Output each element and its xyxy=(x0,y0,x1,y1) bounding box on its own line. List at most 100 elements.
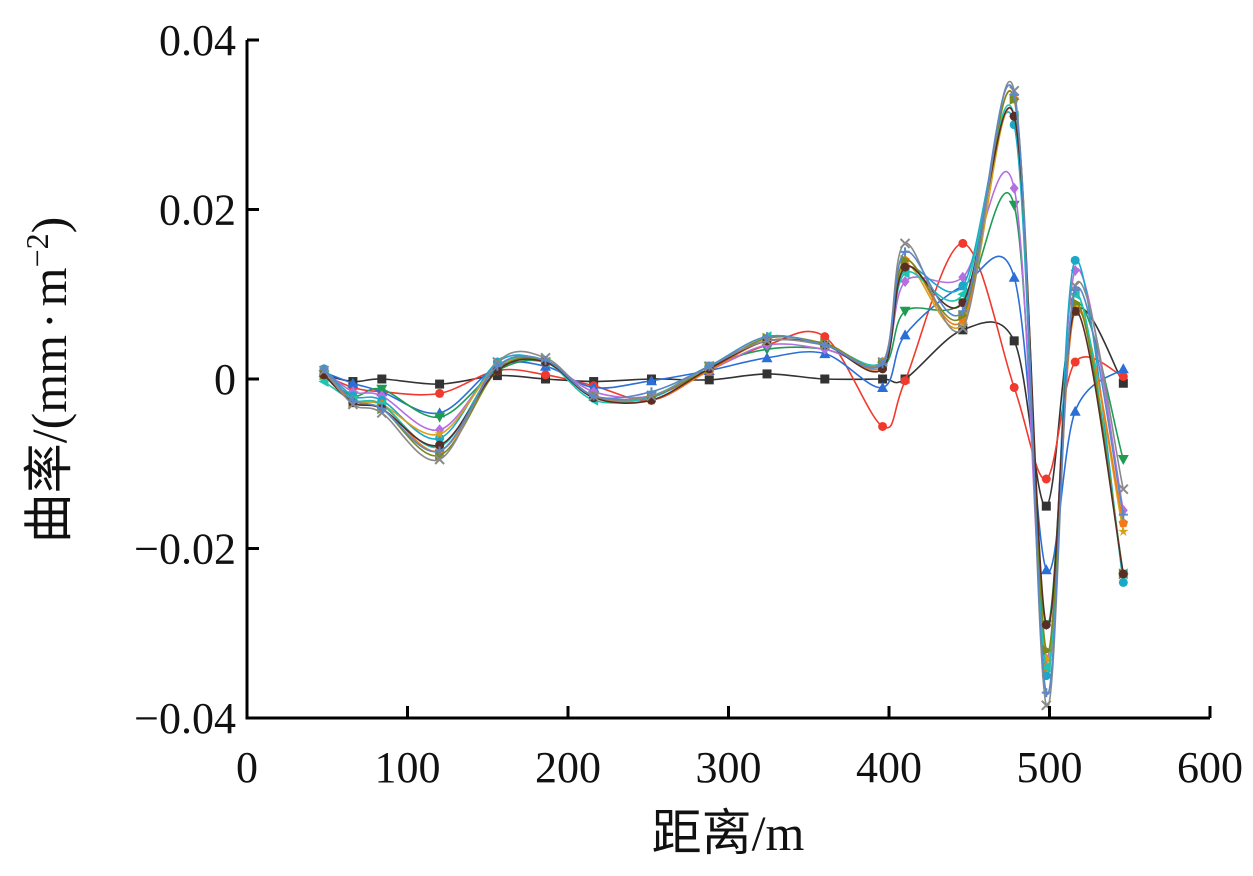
y-axis-title: 曲率/(mm · m−2) xyxy=(19,217,77,544)
data-point xyxy=(1070,357,1080,367)
series-9 xyxy=(318,104,1128,673)
data-point xyxy=(1009,382,1019,392)
data-point xyxy=(1041,474,1051,484)
series-10 xyxy=(319,90,1129,656)
data-point xyxy=(1040,661,1051,673)
series-line xyxy=(323,307,1125,507)
data-point xyxy=(958,325,968,335)
data-point xyxy=(1118,569,1128,579)
data-point xyxy=(376,384,388,395)
y-tick-label: −0.04 xyxy=(134,694,236,743)
data-point xyxy=(1070,285,1080,295)
y-axis-title-main: 曲率/(mm xyxy=(21,335,77,543)
x-tick-label: 400 xyxy=(856,743,922,792)
data-point xyxy=(319,364,329,374)
data-point xyxy=(1118,510,1128,520)
data-point xyxy=(1118,378,1128,388)
data-point xyxy=(1117,363,1129,374)
data-point xyxy=(1009,90,1019,100)
x-tick-label: 0 xyxy=(236,743,258,792)
data-point xyxy=(1118,371,1128,381)
y-axis-title-close: ) xyxy=(21,217,77,234)
series-11 xyxy=(319,106,1128,630)
data-point xyxy=(1070,306,1080,316)
data-point xyxy=(900,376,910,386)
data-point xyxy=(646,375,657,386)
data-point xyxy=(1040,564,1052,575)
data-point xyxy=(957,322,969,334)
data-point xyxy=(820,340,830,350)
data-point xyxy=(377,374,387,384)
data-point xyxy=(820,332,830,342)
data-point xyxy=(492,361,502,371)
data-point xyxy=(1041,620,1051,630)
data-point xyxy=(1118,518,1129,528)
x-tick-label: 300 xyxy=(696,743,762,792)
data-point xyxy=(1041,688,1051,698)
data-point xyxy=(435,388,445,398)
data-point xyxy=(820,374,830,384)
data-point xyxy=(899,238,911,249)
series-layer xyxy=(318,80,1129,711)
y-axis-title-dot: · xyxy=(21,312,77,329)
data-point xyxy=(900,276,910,287)
data-point xyxy=(762,369,772,379)
data-point xyxy=(541,355,551,365)
data-point xyxy=(1118,577,1128,587)
series-line xyxy=(323,255,1125,573)
data-point xyxy=(878,359,888,369)
data-point xyxy=(348,395,358,405)
data-point xyxy=(878,421,888,431)
data-point xyxy=(377,404,387,414)
data-point xyxy=(1041,653,1052,664)
series-1 xyxy=(319,306,1128,511)
data-point xyxy=(435,440,445,450)
data-point xyxy=(1069,405,1081,416)
data-point xyxy=(1009,182,1019,194)
data-point xyxy=(435,446,445,456)
x-tick-label: 500 xyxy=(1017,743,1083,792)
x-tick-label: 200 xyxy=(535,743,601,792)
data-point xyxy=(1118,526,1129,536)
data-point xyxy=(704,361,714,371)
data-point xyxy=(900,262,910,272)
data-point xyxy=(761,352,773,363)
x-tick-label: 600 xyxy=(1177,743,1243,792)
data-point xyxy=(1117,455,1129,465)
data-point xyxy=(762,332,772,342)
data-point xyxy=(958,238,968,248)
data-point xyxy=(958,306,968,316)
data-point xyxy=(589,391,599,401)
y-axis-title-unit: m xyxy=(21,267,77,306)
data-point xyxy=(1008,271,1020,282)
data-point xyxy=(899,306,911,317)
y-tick-label: 0 xyxy=(214,355,236,404)
data-point xyxy=(541,370,551,380)
data-point xyxy=(704,375,714,385)
series-line xyxy=(323,104,1125,670)
data-point xyxy=(434,412,446,423)
data-point xyxy=(1009,336,1019,346)
data-point xyxy=(900,247,910,257)
series-line xyxy=(323,242,1125,480)
y-axis-title-exponent: −2 xyxy=(19,233,55,267)
y-tick-label: −0.02 xyxy=(134,525,236,574)
data-point xyxy=(877,382,889,392)
series-line xyxy=(323,84,1125,696)
data-point xyxy=(435,379,445,389)
data-point xyxy=(1041,644,1052,656)
data-point xyxy=(878,374,888,384)
series-13 xyxy=(319,84,1128,698)
data-point xyxy=(434,428,445,439)
series-line xyxy=(323,90,1125,654)
ticks: 0 100 200 300 400 500 600 −0.04 −0.02 0 0.02 0.04 xyxy=(134,16,1243,792)
x-axis-title: 距离/m xyxy=(652,805,805,861)
data-point xyxy=(1041,501,1051,511)
data-point xyxy=(1118,483,1129,495)
data-point xyxy=(347,377,359,388)
data-point xyxy=(434,454,445,465)
data-point xyxy=(899,329,911,340)
data-point xyxy=(1070,255,1080,265)
y-tick-label: 0.02 xyxy=(159,186,236,235)
